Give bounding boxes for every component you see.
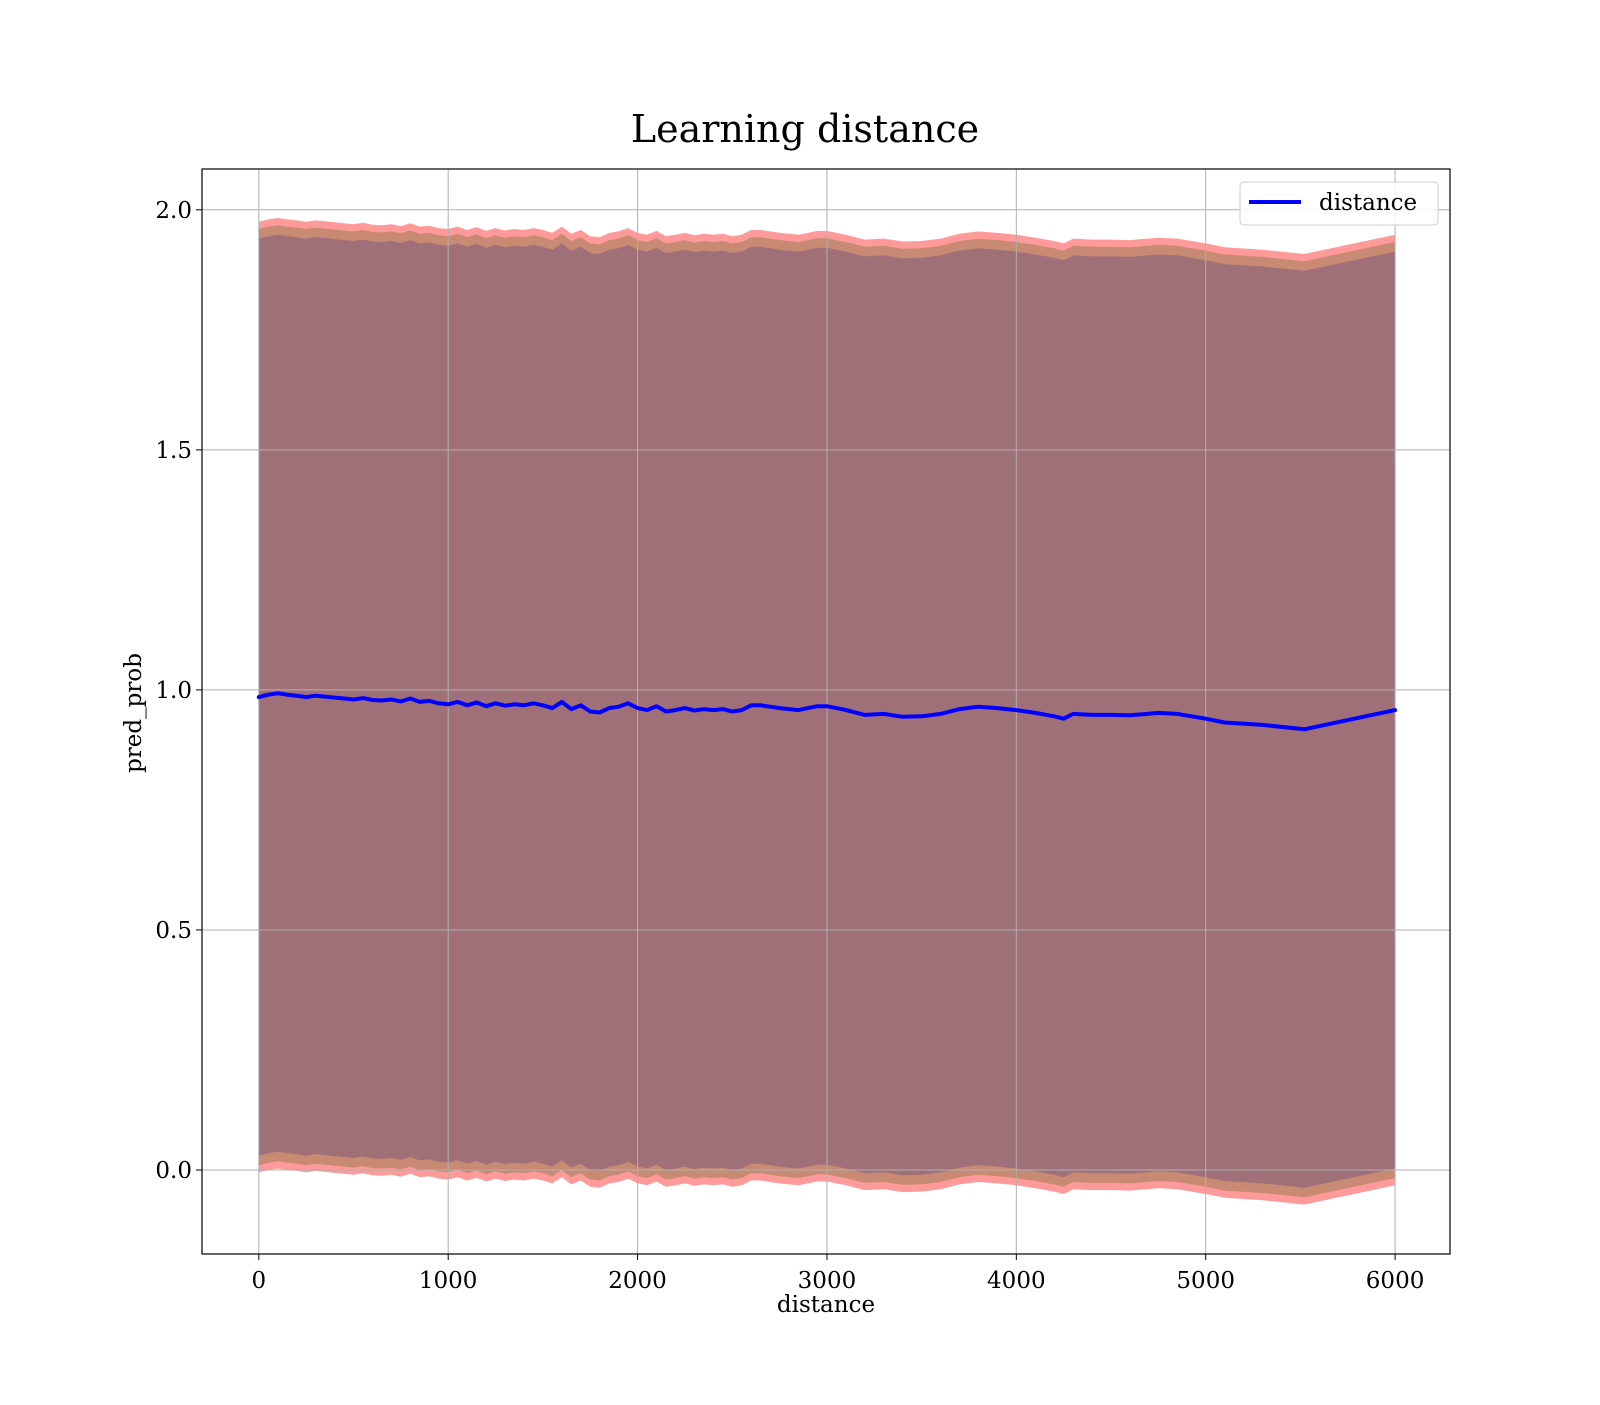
y-axis-label: pred_prob	[121, 653, 147, 773]
y-tick-label: 1.0	[155, 678, 192, 704]
series-line-distance	[256, 691, 1398, 732]
y-tick-label: 2.0	[155, 198, 192, 224]
x-tick-label: 6000	[1366, 1268, 1425, 1294]
grid-lines	[202, 169, 1450, 1254]
confidence-bands	[258, 218, 1396, 1205]
legend-entry-distance: distance	[1319, 190, 1417, 216]
legend-box	[1239, 181, 1439, 226]
x-tick-label: 0	[251, 1268, 266, 1294]
x-tick-label: 2000	[608, 1268, 667, 1294]
y-tick-label: 0.0	[155, 1158, 192, 1184]
x-tick-label: 1000	[419, 1268, 478, 1294]
x-tick-label: 3000	[798, 1268, 857, 1294]
chart-title: Learning distance	[631, 107, 979, 151]
y-tick-label: 1.5	[155, 438, 192, 464]
plot-frame	[201, 168, 1451, 1255]
y-tick-label: 0.5	[155, 918, 192, 944]
x-tick-label: 5000	[1176, 1268, 1235, 1294]
series-lines	[256, 691, 1398, 732]
y-axis-ticks: 0.0 0.5 1.0 1.5 2.0	[155, 198, 202, 1184]
x-tick-label: 4000	[987, 1268, 1046, 1294]
legend: distance	[1239, 181, 1439, 226]
x-axis-ticks: 0 1000 2000 3000 4000 5000 6000	[251, 1254, 1424, 1294]
x-axis-label: distance	[777, 1292, 875, 1318]
